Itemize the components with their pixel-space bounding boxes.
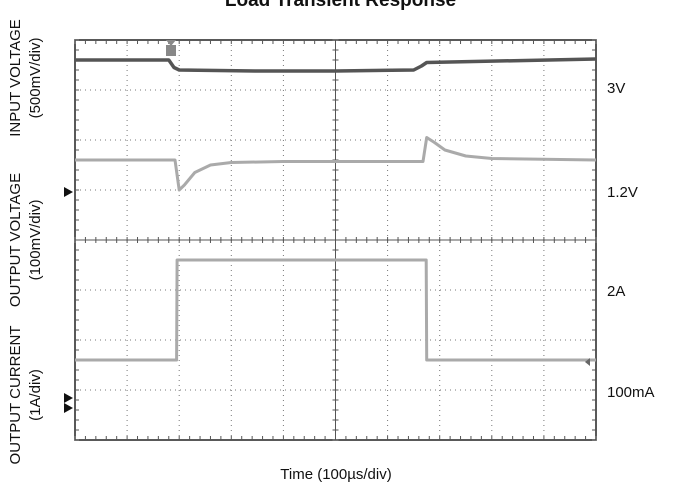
ylabel-input-voltage: INPUT VOLTAGE <box>7 19 24 137</box>
grid <box>74 39 597 441</box>
level-label-2a: 2A <box>607 283 625 300</box>
right-marker-icon <box>585 358 590 366</box>
ch4-ground-marker-icon <box>64 403 73 413</box>
trace-output-voltage <box>75 136 597 192</box>
ylabel-input-voltage-scale: (500mV/div) <box>27 38 44 119</box>
trigger-marker-icon <box>166 40 176 46</box>
ylabel-output-voltage-scale: (100mV/div) <box>27 200 44 281</box>
level-label-3v: 3V <box>607 80 625 97</box>
ylabel-output-voltage: OUTPUT VOLTAGE <box>7 173 24 307</box>
level-markers <box>64 40 590 413</box>
ylabel-output-current-scale: (1A/div) <box>27 369 44 421</box>
ch3-ground-marker-icon <box>64 393 73 403</box>
x-axis-label: Time (100µs/div) <box>280 466 391 483</box>
ylabel-output-current: OUTPUT CURRENT <box>7 326 24 465</box>
level-label-1-2v: 1.2V <box>607 184 638 201</box>
level-label-100ma: 100mA <box>607 384 655 401</box>
trace-input-voltage <box>75 57 597 73</box>
trace-output-current <box>75 258 596 362</box>
chart-title: Load Transient Response <box>224 0 457 11</box>
trigger-marker-box <box>166 45 176 56</box>
ch2-ground-marker-icon <box>64 187 73 197</box>
traces <box>75 57 597 362</box>
